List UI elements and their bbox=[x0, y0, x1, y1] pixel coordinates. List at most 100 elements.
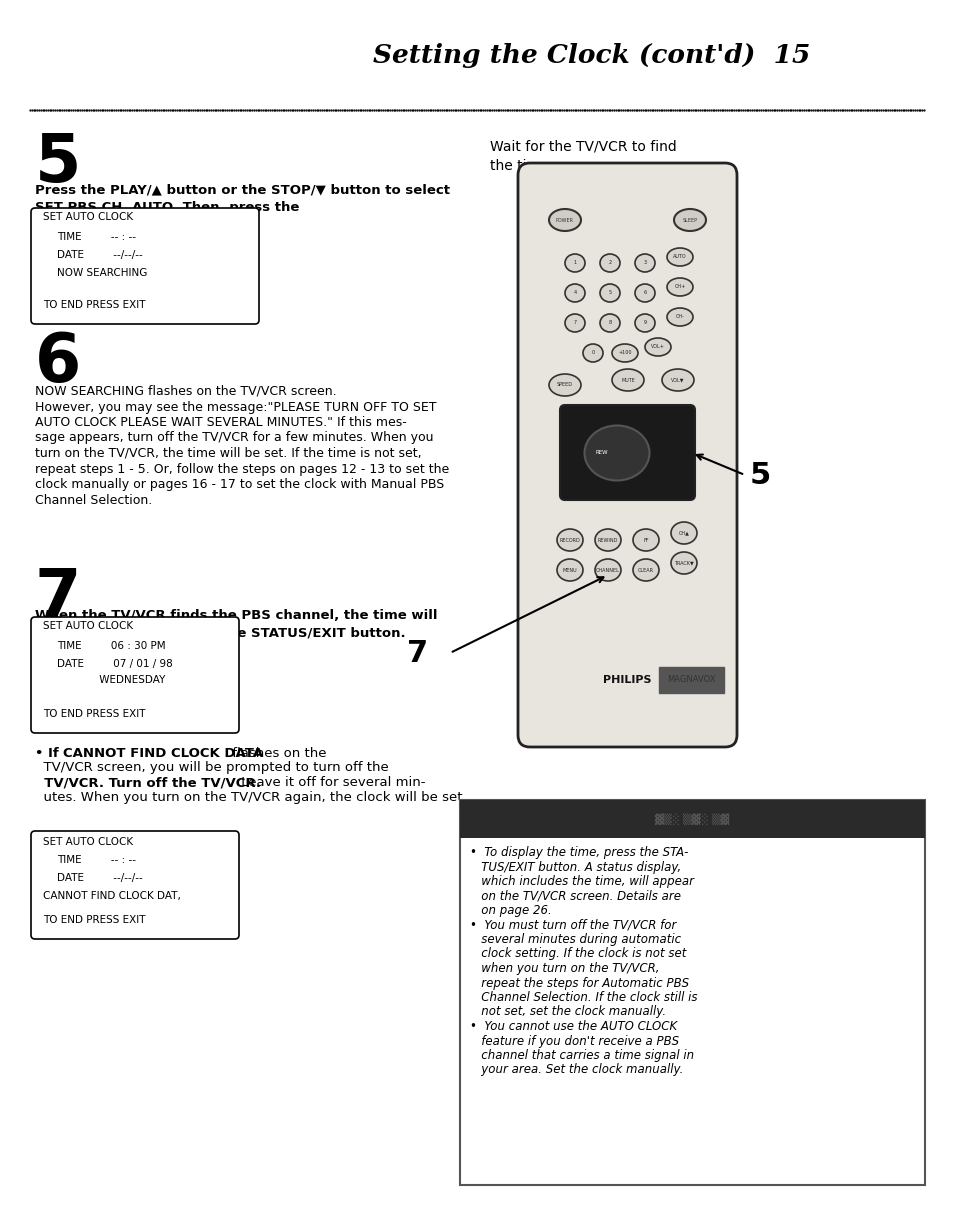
Text: SLEEP: SLEEP bbox=[681, 218, 697, 223]
Text: TO END PRESS EXIT: TO END PRESS EXIT bbox=[43, 915, 146, 925]
Text: POWER: POWER bbox=[556, 218, 574, 223]
Text: However, you may see the message:"PLEASE TURN OFF TO SET: However, you may see the message:"PLEASE… bbox=[35, 401, 436, 414]
Ellipse shape bbox=[564, 314, 584, 332]
Ellipse shape bbox=[548, 374, 580, 396]
Ellipse shape bbox=[595, 529, 620, 551]
Text: AUTO CLOCK PLEASE WAIT SEVERAL MINUTES." If this mes-: AUTO CLOCK PLEASE WAIT SEVERAL MINUTES."… bbox=[35, 417, 406, 429]
Text: •  To display the time, press the STA-: • To display the time, press the STA- bbox=[470, 846, 688, 859]
Text: 4: 4 bbox=[573, 290, 576, 295]
Text: DATE         --/--/--: DATE --/--/-- bbox=[57, 873, 143, 883]
Text: utes. When you turn on the TV/VCR again, the clock will be set.: utes. When you turn on the TV/VCR again,… bbox=[35, 790, 466, 804]
Text: sage appears, turn off the TV/VCR for a few minutes. When you: sage appears, turn off the TV/VCR for a … bbox=[35, 431, 433, 445]
Text: NOW SEARCHING flashes on the TV/VCR screen.: NOW SEARCHING flashes on the TV/VCR scre… bbox=[35, 385, 336, 398]
Text: clock manually or pages 16 - 17 to set the clock with Manual PBS: clock manually or pages 16 - 17 to set t… bbox=[35, 478, 444, 491]
Text: TV/VCR. Turn off the TV/VCR.: TV/VCR. Turn off the TV/VCR. bbox=[35, 775, 261, 789]
Text: CH+: CH+ bbox=[674, 284, 685, 289]
Text: RECORD: RECORD bbox=[559, 538, 579, 543]
Ellipse shape bbox=[612, 344, 638, 363]
Text: TIME         06 : 30 PM: TIME 06 : 30 PM bbox=[57, 641, 166, 650]
Text: AUTO: AUTO bbox=[673, 255, 686, 260]
Text: FF: FF bbox=[642, 538, 648, 543]
FancyBboxPatch shape bbox=[30, 208, 258, 323]
Ellipse shape bbox=[548, 209, 580, 232]
Ellipse shape bbox=[635, 284, 655, 303]
Text: 0: 0 bbox=[591, 350, 594, 355]
Text: MENU: MENU bbox=[562, 567, 577, 572]
Text: on page 26.: on page 26. bbox=[470, 904, 551, 918]
Ellipse shape bbox=[666, 307, 692, 326]
Ellipse shape bbox=[666, 278, 692, 296]
FancyBboxPatch shape bbox=[559, 405, 695, 500]
Text: SET AUTO CLOCK: SET AUTO CLOCK bbox=[43, 621, 133, 631]
Ellipse shape bbox=[666, 247, 692, 266]
Text: VOL▼: VOL▼ bbox=[671, 377, 684, 382]
Text: DATE         07 / 01 / 98: DATE 07 / 01 / 98 bbox=[57, 659, 172, 669]
Bar bbox=[459, 800, 924, 1185]
Text: Channel Selection.: Channel Selection. bbox=[35, 494, 152, 506]
Text: CH▲: CH▲ bbox=[678, 530, 689, 535]
Ellipse shape bbox=[584, 425, 649, 480]
Text: 6: 6 bbox=[642, 290, 646, 295]
Text: several minutes during automatic: several minutes during automatic bbox=[470, 933, 680, 946]
Text: +100: +100 bbox=[618, 350, 631, 355]
Text: ▓▒░ ▒▓░ ▒▓: ▓▒░ ▒▓░ ▒▓ bbox=[654, 813, 729, 824]
Ellipse shape bbox=[557, 559, 582, 581]
Ellipse shape bbox=[661, 369, 693, 391]
Text: CH-: CH- bbox=[675, 315, 683, 320]
Text: • If: • If bbox=[35, 747, 63, 760]
Text: CANNOT FIND CLOCK DAT,: CANNOT FIND CLOCK DAT, bbox=[43, 891, 181, 902]
Ellipse shape bbox=[595, 559, 620, 581]
Text: Channel Selection. If the clock still is: Channel Selection. If the clock still is bbox=[470, 991, 697, 1004]
Text: Setting the Clock (cont'd)  15: Setting the Clock (cont'd) 15 bbox=[373, 43, 809, 67]
Text: 5: 5 bbox=[35, 130, 81, 196]
Text: REWIND: REWIND bbox=[598, 538, 618, 543]
Text: TIME         -- : --: TIME -- : -- bbox=[57, 232, 136, 243]
Text: channel that carries a time signal in: channel that carries a time signal in bbox=[470, 1049, 694, 1062]
Text: REW: REW bbox=[595, 451, 608, 456]
Text: Wait for the TV/VCR to find
the time.: Wait for the TV/VCR to find the time. bbox=[490, 140, 676, 174]
Text: MAGNAVOX: MAGNAVOX bbox=[666, 675, 715, 685]
Text: 7: 7 bbox=[406, 638, 428, 668]
Ellipse shape bbox=[582, 344, 602, 363]
Text: •  You must turn off the TV/VCR for: • You must turn off the TV/VCR for bbox=[470, 919, 676, 931]
Bar bbox=[459, 800, 924, 838]
Text: flashes on the: flashes on the bbox=[228, 747, 326, 760]
Text: TO END PRESS EXIT: TO END PRESS EXIT bbox=[43, 300, 146, 310]
Text: on the TV/VCR screen. Details are: on the TV/VCR screen. Details are bbox=[470, 889, 680, 903]
Text: MUTE: MUTE bbox=[620, 377, 635, 382]
Text: 7: 7 bbox=[573, 321, 576, 326]
Text: 1: 1 bbox=[573, 261, 576, 266]
Text: 2: 2 bbox=[608, 261, 611, 266]
Text: 9: 9 bbox=[643, 321, 646, 326]
Text: not set, set the clock manually.: not set, set the clock manually. bbox=[470, 1006, 665, 1018]
Text: When the TV/VCR finds the PBS channel, the time will
appear on-screen. Press the: When the TV/VCR finds the PBS channel, t… bbox=[35, 609, 437, 639]
Text: turn on the TV/VCR, the time will be set. If the time is not set,: turn on the TV/VCR, the time will be set… bbox=[35, 447, 421, 461]
Ellipse shape bbox=[633, 559, 659, 581]
Text: TRACK▼: TRACK▼ bbox=[674, 561, 693, 566]
Text: SET AUTO CLOCK: SET AUTO CLOCK bbox=[43, 212, 133, 222]
Text: repeat steps 1 - 5. Or, follow the steps on pages 12 - 13 to set the: repeat steps 1 - 5. Or, follow the steps… bbox=[35, 463, 449, 475]
Text: TO END PRESS EXIT: TO END PRESS EXIT bbox=[43, 709, 146, 719]
FancyBboxPatch shape bbox=[30, 831, 239, 940]
Ellipse shape bbox=[599, 284, 619, 303]
Text: SPEED: SPEED bbox=[557, 382, 573, 387]
Text: PHILIPS: PHILIPS bbox=[602, 675, 651, 685]
Text: VOL+: VOL+ bbox=[650, 344, 664, 349]
Text: TIME         -- : --: TIME -- : -- bbox=[57, 855, 136, 865]
Text: which includes the time, will appear: which includes the time, will appear bbox=[470, 875, 693, 888]
Text: TV/VCR screen, you will be prompted to turn off the: TV/VCR screen, you will be prompted to t… bbox=[35, 762, 388, 774]
Text: repeat the steps for Automatic PBS: repeat the steps for Automatic PBS bbox=[470, 976, 688, 990]
Ellipse shape bbox=[673, 209, 705, 232]
Text: feature if you don't receive a PBS: feature if you don't receive a PBS bbox=[470, 1034, 679, 1047]
Ellipse shape bbox=[635, 314, 655, 332]
Text: Leave it off for several min-: Leave it off for several min- bbox=[236, 775, 425, 789]
Text: DATE         --/--/--: DATE --/--/-- bbox=[57, 250, 143, 260]
Text: NOW SEARCHING: NOW SEARCHING bbox=[57, 268, 147, 278]
Ellipse shape bbox=[633, 529, 659, 551]
Text: CLEAR: CLEAR bbox=[638, 567, 654, 572]
Text: 5: 5 bbox=[608, 290, 611, 295]
Text: Press the PLAY/▲ button or the STOP/▼ button to select
SET PBS CH. AUTO. Then, p: Press the PLAY/▲ button or the STOP/▼ bu… bbox=[35, 183, 450, 232]
Ellipse shape bbox=[670, 522, 697, 544]
Text: 8: 8 bbox=[608, 321, 611, 326]
Text: 7: 7 bbox=[35, 565, 81, 631]
